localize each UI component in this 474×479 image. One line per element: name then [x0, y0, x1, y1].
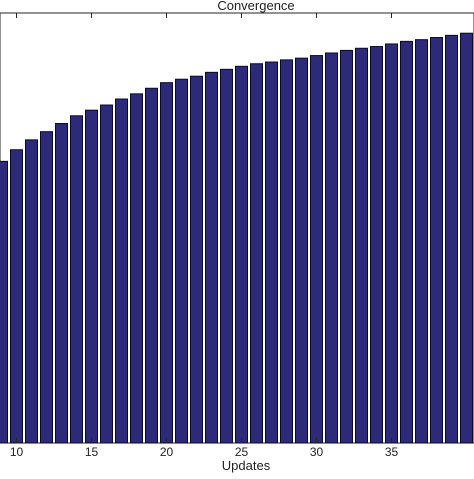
- bar-20: [160, 82, 173, 444]
- bar-16: [100, 104, 113, 444]
- bar-30: [310, 55, 323, 444]
- bar-28: [280, 59, 293, 444]
- bar-36: [400, 40, 413, 444]
- x-tick-label-25: 25: [235, 445, 249, 459]
- bar-31: [325, 52, 338, 444]
- x-tick-label-30: 30: [310, 445, 324, 459]
- bar-34: [370, 46, 383, 444]
- chart-title: Convergence: [217, 0, 294, 13]
- bar-25: [235, 65, 248, 444]
- bar-21: [175, 78, 188, 444]
- bar-17: [115, 98, 128, 444]
- x-tick-label-10: 10: [10, 445, 24, 459]
- bar-22: [190, 75, 203, 444]
- x-tick-label-15: 15: [85, 445, 99, 459]
- bar-35: [385, 43, 398, 444]
- bar-38: [430, 37, 443, 444]
- bar-9: [0, 160, 8, 444]
- bar-19: [145, 87, 158, 444]
- bar-32: [340, 49, 353, 444]
- bar-15: [85, 109, 98, 444]
- bar-11: [25, 139, 38, 444]
- x-axis-ticks: [16, 13, 392, 443]
- bar-23: [205, 71, 218, 444]
- bar-39: [445, 34, 458, 444]
- bar-33: [355, 47, 368, 444]
- x-tick-label-35: 35: [385, 445, 399, 459]
- bar-24: [220, 68, 233, 444]
- bar-12: [40, 131, 53, 444]
- bar-13: [55, 123, 68, 444]
- x-axis-label: Updates: [222, 458, 271, 473]
- x-tick-label-20: 20: [160, 445, 174, 459]
- bar-27: [265, 61, 278, 444]
- x-axis-tick-labels: 10 15 20 25 30 35: [10, 445, 399, 459]
- bar-26: [250, 63, 263, 444]
- bar-29: [295, 57, 308, 444]
- bar-14: [70, 115, 83, 444]
- bar-37: [415, 39, 428, 444]
- bar-10: [10, 149, 23, 444]
- bar-40: [460, 32, 473, 444]
- bar-18: [130, 93, 143, 444]
